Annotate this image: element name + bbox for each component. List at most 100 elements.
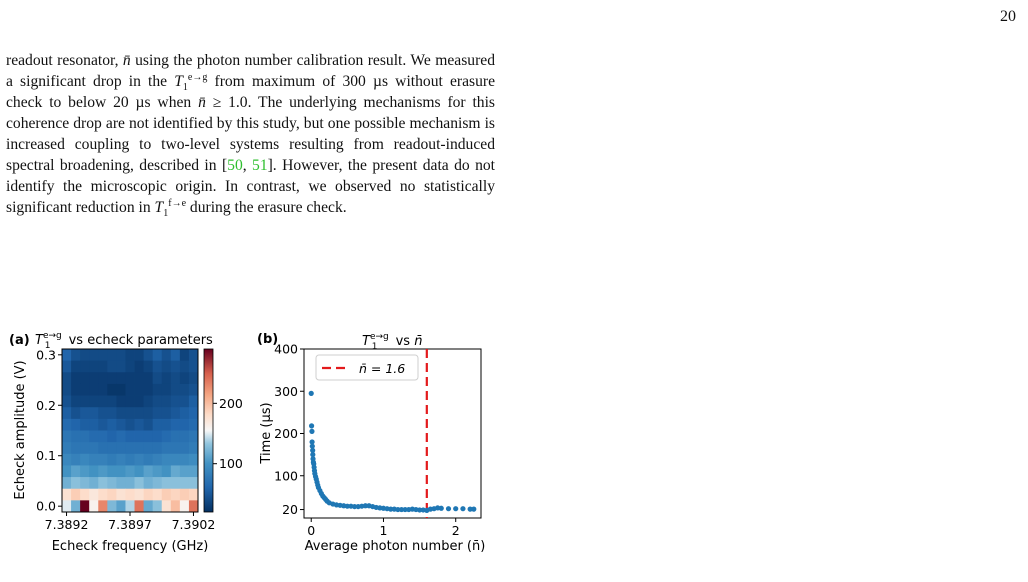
heatmap-cell bbox=[89, 453, 99, 466]
heatmap-cell bbox=[98, 500, 108, 513]
heatmap-cell bbox=[188, 407, 199, 420]
heatmap-cell bbox=[170, 477, 181, 490]
heatmap-cell bbox=[80, 349, 90, 362]
heatmap-cell bbox=[161, 442, 172, 455]
heatmap-cell bbox=[89, 395, 99, 408]
heatmap-cell bbox=[116, 372, 126, 385]
heatmap-cell bbox=[161, 360, 172, 373]
heatmap-cell bbox=[161, 465, 172, 478]
heatmap-cell bbox=[143, 453, 154, 466]
heatmap-cell bbox=[143, 407, 154, 420]
heatmap-cell bbox=[152, 430, 163, 443]
heatmap-cell bbox=[179, 465, 190, 478]
body-paragraph: readout resonator, n̄ using the photon n… bbox=[6, 50, 495, 219]
heatmap-cell bbox=[107, 500, 117, 513]
scatter-point bbox=[310, 452, 316, 458]
heatmap-cell bbox=[143, 395, 154, 408]
heatmap-cell bbox=[188, 383, 199, 396]
heatmap-cell bbox=[62, 453, 72, 466]
heatmap-cell bbox=[188, 418, 199, 431]
heatmap-cell bbox=[134, 383, 144, 396]
heatmap-cell bbox=[143, 349, 154, 362]
text-run: , bbox=[242, 157, 253, 174]
heatmap-cell bbox=[116, 349, 126, 362]
heatmap-cell bbox=[116, 430, 126, 443]
heatmap-cell bbox=[80, 453, 90, 466]
heatmap-cell bbox=[179, 500, 190, 513]
x-tick-label: 1 bbox=[379, 523, 387, 538]
heatmap-cell bbox=[62, 465, 72, 478]
heatmap-cell bbox=[179, 453, 190, 466]
heatmap-cell bbox=[143, 465, 154, 478]
heatmap-cell bbox=[188, 372, 199, 385]
heatmap-cell bbox=[188, 453, 199, 466]
scatter-point bbox=[453, 506, 459, 512]
heatmap-cell bbox=[161, 430, 172, 443]
heatmap-cell bbox=[80, 407, 90, 420]
scatter-point bbox=[438, 505, 444, 511]
heatmap-cell bbox=[152, 500, 163, 513]
heatmap-cell bbox=[152, 395, 163, 408]
legend-label: n̄ = 1.6 bbox=[359, 361, 405, 376]
heatmap-cell bbox=[170, 383, 181, 396]
heatmap-cell bbox=[188, 360, 199, 373]
heatmap-cell bbox=[161, 418, 172, 431]
heatmap-cell bbox=[116, 395, 126, 408]
x-tick-label: 2 bbox=[452, 523, 460, 538]
heatmap-cell bbox=[143, 372, 154, 385]
heatmap-cell bbox=[179, 407, 190, 420]
heatmap-cell bbox=[116, 383, 126, 396]
colorbar-tick-label: 100 bbox=[219, 456, 243, 471]
heatmap-cell bbox=[71, 418, 81, 431]
heatmap-cell bbox=[89, 360, 99, 373]
t1-superscript: f→e bbox=[168, 197, 187, 209]
panel-b-title: Te→g 1 vs n̄ bbox=[362, 332, 422, 352]
heatmap-cell bbox=[179, 372, 190, 385]
heatmap-cell bbox=[62, 360, 72, 373]
heatmap-cell bbox=[80, 488, 90, 501]
heatmap-cell bbox=[80, 418, 90, 431]
heatmap-cell bbox=[80, 372, 90, 385]
heatmap-cell bbox=[161, 395, 172, 408]
heatmap-cell bbox=[134, 360, 144, 373]
heatmap-cell bbox=[62, 407, 72, 420]
heatmap-cell bbox=[116, 442, 126, 455]
heatmap-cell bbox=[161, 349, 172, 362]
heatmap-cell bbox=[89, 500, 99, 513]
heatmap-cell bbox=[161, 477, 172, 490]
scatter-points bbox=[308, 390, 477, 513]
heatmap-cell bbox=[188, 500, 199, 513]
heatmap-cell bbox=[71, 477, 81, 490]
heatmap-cell bbox=[179, 395, 190, 408]
citation-link[interactable]: 51 bbox=[252, 157, 268, 174]
scatter-point bbox=[445, 506, 452, 512]
heatmap-cell bbox=[134, 395, 144, 408]
heatmap-cell bbox=[134, 500, 144, 513]
heatmap-cell bbox=[152, 442, 163, 455]
heatmap-cell bbox=[107, 453, 117, 466]
heatmap-cell bbox=[143, 477, 154, 490]
t1-symbol: T bbox=[174, 73, 183, 90]
heatmap-cell bbox=[89, 477, 99, 490]
heatmap-cell bbox=[134, 453, 144, 466]
heatmap-cell bbox=[170, 465, 181, 478]
scatter-point bbox=[362, 503, 369, 509]
t1-subscript: 1 bbox=[182, 82, 188, 94]
heatmap-cell bbox=[107, 360, 117, 373]
heatmap-cell bbox=[179, 488, 190, 501]
heatmap-cell bbox=[98, 430, 108, 443]
heatmap-cell bbox=[125, 488, 135, 501]
heatmap-cell bbox=[143, 418, 154, 431]
heatmap-cell bbox=[152, 407, 163, 420]
scatter-point bbox=[310, 447, 316, 453]
heatmap-cell bbox=[125, 372, 135, 385]
heatmap-cell bbox=[71, 500, 81, 513]
heatmap-cell bbox=[179, 383, 190, 396]
citation-link[interactable]: 50 bbox=[227, 157, 243, 174]
heatmap-cell bbox=[71, 395, 81, 408]
heatmap-cell bbox=[188, 465, 199, 478]
y-tick-label: 0.1 bbox=[36, 448, 56, 463]
heatmap-cell bbox=[134, 477, 144, 490]
heatmap-cell bbox=[80, 500, 90, 513]
text-run: from maximum of 300 µs without erasure c… bbox=[6, 73, 495, 111]
